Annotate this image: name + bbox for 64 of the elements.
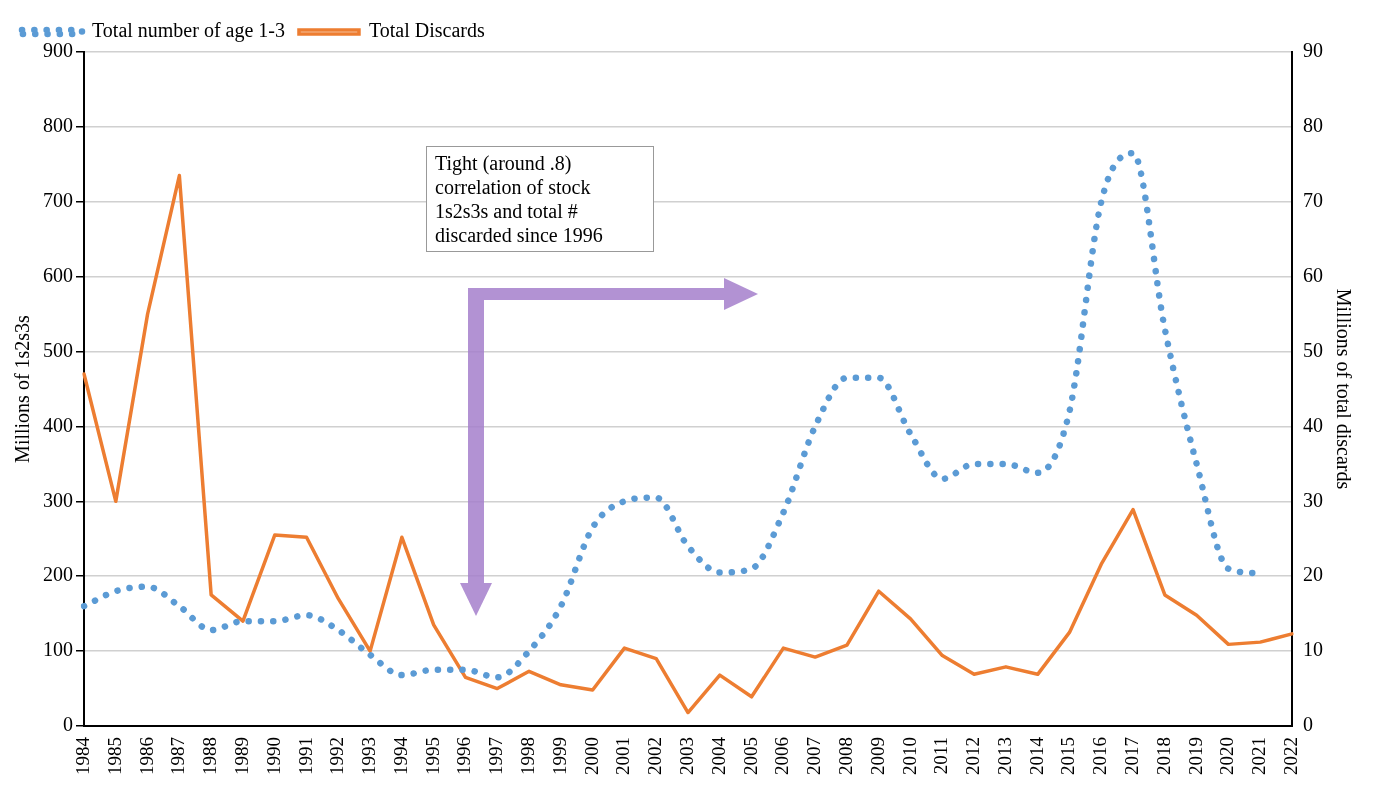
x-tick-label: 1992 <box>326 737 348 775</box>
x-tick-label: 1995 <box>421 737 443 775</box>
y2-axis-title: Millions of total discards <box>1332 288 1355 490</box>
y2-tick-label: 50 <box>1303 338 1323 361</box>
annotation: Tight (around .8) correlation of stock 1s2s3s and total # discarded since 1996 <box>426 146 654 252</box>
x-tick-label: 1985 <box>103 737 125 775</box>
x-tick-label: 2019 <box>1184 737 1206 775</box>
x-tick-label: 1997 <box>485 737 507 775</box>
y-tick-label: 700 <box>43 189 73 212</box>
x-tick-label: 1984 <box>71 736 93 775</box>
x-tick-label: 2007 <box>803 737 825 775</box>
x-tick-label: 2009 <box>866 737 888 775</box>
x-tick-label: 2003 <box>675 737 697 775</box>
x-tick-label: 1986 <box>135 737 157 775</box>
x-tick-label: 2001 <box>612 737 634 775</box>
x-tick-label: 2015 <box>1057 737 1079 775</box>
x-tick-label: 1987 <box>167 737 189 775</box>
x-tick-label: 1989 <box>230 737 252 775</box>
y2-tick-label: 10 <box>1303 638 1323 661</box>
x-tick-label: 1994 <box>389 736 411 775</box>
y-tick-label: 100 <box>43 638 73 661</box>
x-tick-label: 1999 <box>548 737 570 775</box>
y2-tick-label: 0 <box>1303 713 1313 736</box>
x-tick-label: 1991 <box>294 737 316 775</box>
x-tick-label: 2011 <box>930 737 952 775</box>
y2-tick-label: 30 <box>1303 488 1323 511</box>
x-tick-label: 2020 <box>1216 737 1238 775</box>
x-tick-label: 2021 <box>1248 737 1270 775</box>
y-axis-title: Millions of 1s2s3s <box>11 314 34 463</box>
x-tick-label: 2017 <box>1121 737 1143 775</box>
y-tick-label: 900 <box>43 39 73 62</box>
y2-tick-label: 40 <box>1303 413 1323 436</box>
y2-tick-label: 60 <box>1303 263 1323 286</box>
x-tick-label: 2018 <box>1152 737 1174 775</box>
x-tick-label: 2014 <box>1025 736 1047 775</box>
x-tick-label: 2013 <box>993 737 1015 775</box>
x-tick-label: 1990 <box>262 737 284 775</box>
x-tick-label: 1998 <box>517 737 539 775</box>
x-tick-label: 2002 <box>644 737 666 775</box>
y-tick-label: 400 <box>43 413 73 436</box>
y2-tick-label: 90 <box>1303 39 1323 62</box>
x-tick-label: 2010 <box>898 737 920 775</box>
x-tick-label: 1996 <box>453 737 475 775</box>
y2-tick-label: 70 <box>1303 189 1323 212</box>
legend-label: Total number of age 1-3 <box>92 19 285 43</box>
x-tick-label: 1988 <box>199 737 221 775</box>
y-tick-label: 200 <box>43 563 73 586</box>
y-tick-label: 300 <box>43 488 73 511</box>
y-tick-label: 0 <box>63 713 73 736</box>
legend-label: Total Discards <box>368 19 485 42</box>
x-tick-label: 2006 <box>771 737 793 775</box>
y-tick-label: 800 <box>43 114 73 137</box>
y2-tick-label: 80 <box>1303 114 1323 137</box>
y-tick-label: 500 <box>43 338 73 361</box>
x-tick-label: 2022 <box>1279 737 1301 775</box>
x-tick-label: 2000 <box>580 737 602 775</box>
x-tick-label: 2012 <box>962 737 984 775</box>
x-tick-label: 1993 <box>358 737 380 775</box>
x-tick-label: 2005 <box>739 737 761 775</box>
x-tick-label: 2008 <box>834 737 856 775</box>
x-tick-label: 2016 <box>1089 737 1111 775</box>
y-tick-label: 600 <box>43 263 73 286</box>
x-tick-label: 2004 <box>707 736 729 775</box>
y2-tick-label: 20 <box>1303 563 1323 586</box>
